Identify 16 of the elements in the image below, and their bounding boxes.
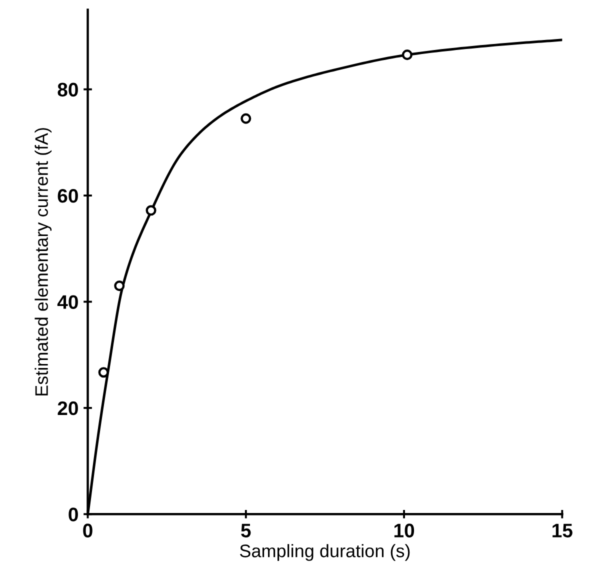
y-tick-label: 80 bbox=[58, 82, 78, 97]
point bbox=[114, 280, 125, 292]
x-tick-label: 10 bbox=[394, 524, 414, 538]
x-tick-label: 5 bbox=[241, 524, 251, 538]
y-tick-label: 20 bbox=[58, 401, 78, 416]
point bbox=[240, 113, 252, 124]
point bbox=[98, 367, 109, 378]
y-tick-label: 60 bbox=[58, 189, 78, 203]
x-axis-title: Sampling duration (s) bbox=[240, 544, 410, 561]
point bbox=[146, 205, 156, 216]
y-tick-label: 40 bbox=[57, 295, 78, 309]
x-tick-label: 15 bbox=[552, 524, 572, 538]
y-axis-title: Estimated elementary current (fA) bbox=[34, 128, 52, 396]
point bbox=[402, 50, 412, 60]
x-tick-label: 0 bbox=[83, 524, 92, 538]
y-tick-label: 0 bbox=[68, 508, 78, 522]
